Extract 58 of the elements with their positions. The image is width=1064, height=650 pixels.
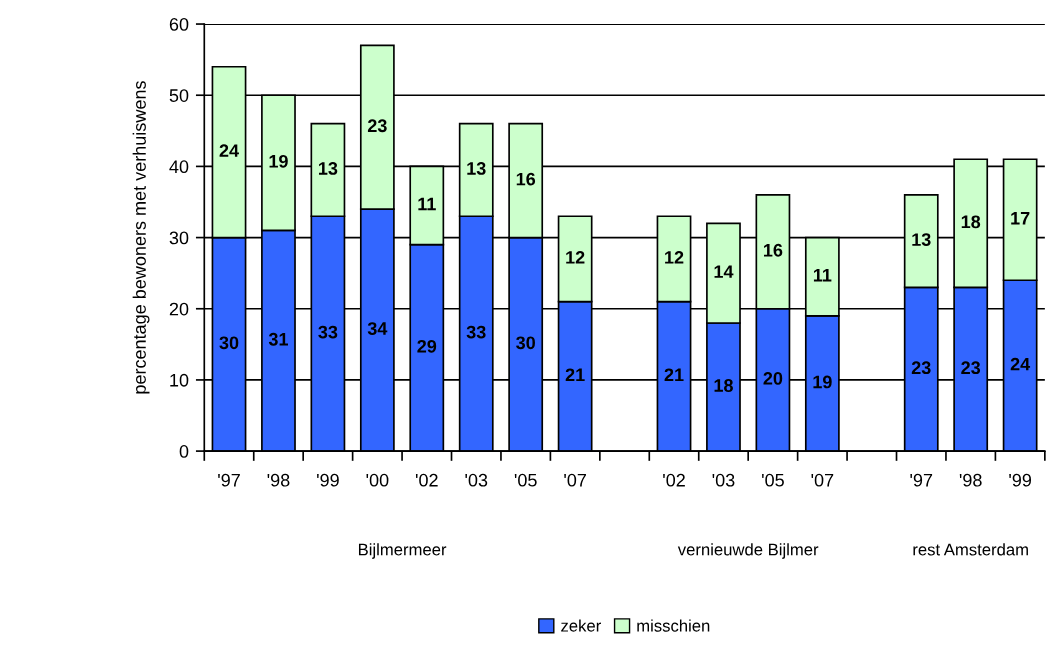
x-tick-label: '03 bbox=[712, 473, 735, 487]
text: Bijlmermeer bbox=[358, 543, 447, 559]
data-label: 14 bbox=[714, 265, 734, 278]
data-label: 13 bbox=[467, 162, 486, 175]
data-label: 23 bbox=[911, 361, 931, 375]
data-label: 19 bbox=[269, 154, 288, 168]
data-label: 19 bbox=[813, 375, 832, 389]
data-label: 16 bbox=[516, 172, 536, 186]
y-tick-label: 20 bbox=[169, 302, 189, 316]
x-tick-label: '97 bbox=[910, 473, 933, 487]
data-label: 33 bbox=[466, 325, 486, 339]
data-label: 11 bbox=[418, 197, 436, 211]
text: rest Amsterdam bbox=[913, 543, 1028, 556]
y-tick-label: 50 bbox=[169, 89, 189, 102]
y-tick-label: 60 bbox=[169, 17, 189, 31]
x-tick-label: '07 bbox=[564, 473, 586, 487]
data-label: 24 bbox=[219, 144, 239, 157]
x-tick-label: '98 bbox=[959, 473, 982, 487]
data-label: 33 bbox=[318, 325, 338, 339]
x-tick-label: '97 bbox=[218, 473, 240, 487]
x-tick-label: '02 bbox=[415, 473, 438, 487]
legend-label: zeker bbox=[561, 619, 601, 632]
data-label: 12 bbox=[566, 250, 585, 264]
x-tick-label: '00 bbox=[366, 473, 389, 487]
data-label: 13 bbox=[319, 162, 338, 175]
data-label: 18 bbox=[961, 215, 981, 229]
x-tick-label: '98 bbox=[267, 473, 290, 487]
data-label: 11 bbox=[813, 268, 832, 282]
data-label: 17 bbox=[1011, 212, 1030, 225]
data-label: 13 bbox=[912, 233, 931, 247]
x-tick-label: '05 bbox=[762, 473, 784, 487]
x-tick-label: '05 bbox=[514, 473, 537, 487]
data-label: 31 bbox=[268, 332, 288, 346]
data-label: 34 bbox=[367, 322, 388, 335]
data-label: 21 bbox=[565, 368, 585, 382]
y-tick-label: 10 bbox=[170, 373, 189, 387]
data-label: 18 bbox=[714, 379, 733, 392]
data-label: 16 bbox=[764, 243, 783, 257]
text: vernieuwde Bijlmer bbox=[677, 543, 819, 559]
y-tick-label: 0 bbox=[179, 445, 189, 458]
y-axis-title: percentage bewoners met verhuiswens bbox=[132, 81, 150, 394]
data-label: 23 bbox=[367, 119, 387, 133]
data-label: 29 bbox=[417, 339, 437, 353]
data-label: 21 bbox=[664, 368, 684, 382]
x-tick-label: '99 bbox=[1009, 473, 1032, 487]
data-label: 30 bbox=[516, 336, 535, 350]
y-tick-label: 40 bbox=[169, 160, 189, 174]
data-label: 23 bbox=[961, 361, 981, 375]
x-tick-label: '02 bbox=[663, 473, 685, 487]
y-tick-label: 30 bbox=[169, 231, 189, 245]
legend-label: misschien bbox=[637, 619, 710, 632]
data-label: 12 bbox=[665, 250, 684, 264]
data-label: 24 bbox=[1010, 357, 1031, 371]
data-label: 30 bbox=[219, 336, 239, 350]
x-tick-label: '99 bbox=[317, 473, 339, 487]
x-tick-label: '07 bbox=[811, 473, 834, 487]
x-tick-label: '03 bbox=[465, 473, 488, 487]
data-label: 20 bbox=[763, 371, 783, 385]
